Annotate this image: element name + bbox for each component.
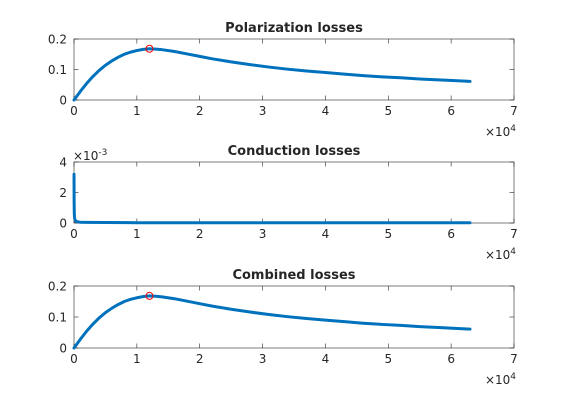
y-tick-label: 2 bbox=[59, 186, 67, 200]
x-tick-label: 1 bbox=[133, 104, 141, 118]
x-tick-label: 3 bbox=[259, 227, 267, 241]
axes-box bbox=[73, 161, 515, 224]
x-tick-label: 7 bbox=[510, 227, 518, 241]
chart-title: Combined losses bbox=[232, 268, 355, 283]
y-tick-label: 4 bbox=[59, 156, 67, 170]
x-tick-label: 5 bbox=[384, 227, 392, 241]
x-tick-label: 7 bbox=[510, 104, 518, 118]
chart-title: Polarization losses bbox=[225, 21, 363, 36]
x-tick-label: 1 bbox=[133, 352, 141, 366]
peak-marker bbox=[145, 44, 154, 53]
x-tick-label: 6 bbox=[447, 227, 455, 241]
x-tick-label: 7 bbox=[510, 352, 518, 366]
x-exponent-power: 4 bbox=[510, 372, 516, 382]
x-exponent-power: 4 bbox=[510, 247, 516, 257]
x-tick-label: 2 bbox=[196, 227, 204, 241]
x-tick-label: 4 bbox=[322, 227, 330, 241]
y-tick-label: 0.2 bbox=[48, 33, 67, 47]
x-tick-label: 0 bbox=[70, 104, 78, 118]
x-tick-label: 2 bbox=[196, 104, 204, 118]
x-exponent-base: ×10 bbox=[485, 248, 510, 262]
series-line bbox=[72, 47, 472, 102]
chart-title: Conduction losses bbox=[228, 144, 361, 159]
y-tick-label: 0 bbox=[59, 217, 67, 231]
x-tick-label: 0 bbox=[70, 352, 78, 366]
series-line bbox=[72, 172, 472, 225]
x-tick-label: 4 bbox=[322, 104, 330, 118]
x-tick-label: 5 bbox=[384, 104, 392, 118]
y-exponent-power: -3 bbox=[98, 148, 107, 158]
y-exponent-label: ×10-3 bbox=[73, 148, 107, 163]
x-tick-label: 5 bbox=[384, 352, 392, 366]
y-tick-label: 0.1 bbox=[48, 63, 67, 77]
x-tick-label: 6 bbox=[447, 352, 455, 366]
x-tick-label: 6 bbox=[447, 104, 455, 118]
y-tick-label: 0.1 bbox=[48, 311, 67, 325]
x-tick-label: 0 bbox=[70, 227, 78, 241]
x-tick-label: 3 bbox=[259, 104, 267, 118]
x-exponent-label: ×104 bbox=[485, 372, 516, 387]
x-exponent-power: 4 bbox=[510, 124, 516, 134]
x-tick-label: 4 bbox=[322, 352, 330, 366]
x-exponent-label: ×104 bbox=[485, 247, 516, 262]
x-tick-label: 2 bbox=[196, 352, 204, 366]
series-line bbox=[72, 294, 472, 350]
x-exponent-label: ×104 bbox=[485, 124, 516, 139]
x-exponent-base: ×10 bbox=[485, 373, 510, 387]
x-tick-label: 3 bbox=[259, 352, 267, 366]
y-exponent-base: ×10 bbox=[73, 149, 98, 163]
x-exponent-base: ×10 bbox=[485, 125, 510, 139]
peak-marker bbox=[145, 291, 154, 300]
x-tick-label: 1 bbox=[133, 227, 141, 241]
y-tick-label: 0 bbox=[59, 342, 67, 356]
y-tick-label: 0.2 bbox=[48, 280, 67, 294]
y-tick-label: 0 bbox=[59, 94, 67, 108]
